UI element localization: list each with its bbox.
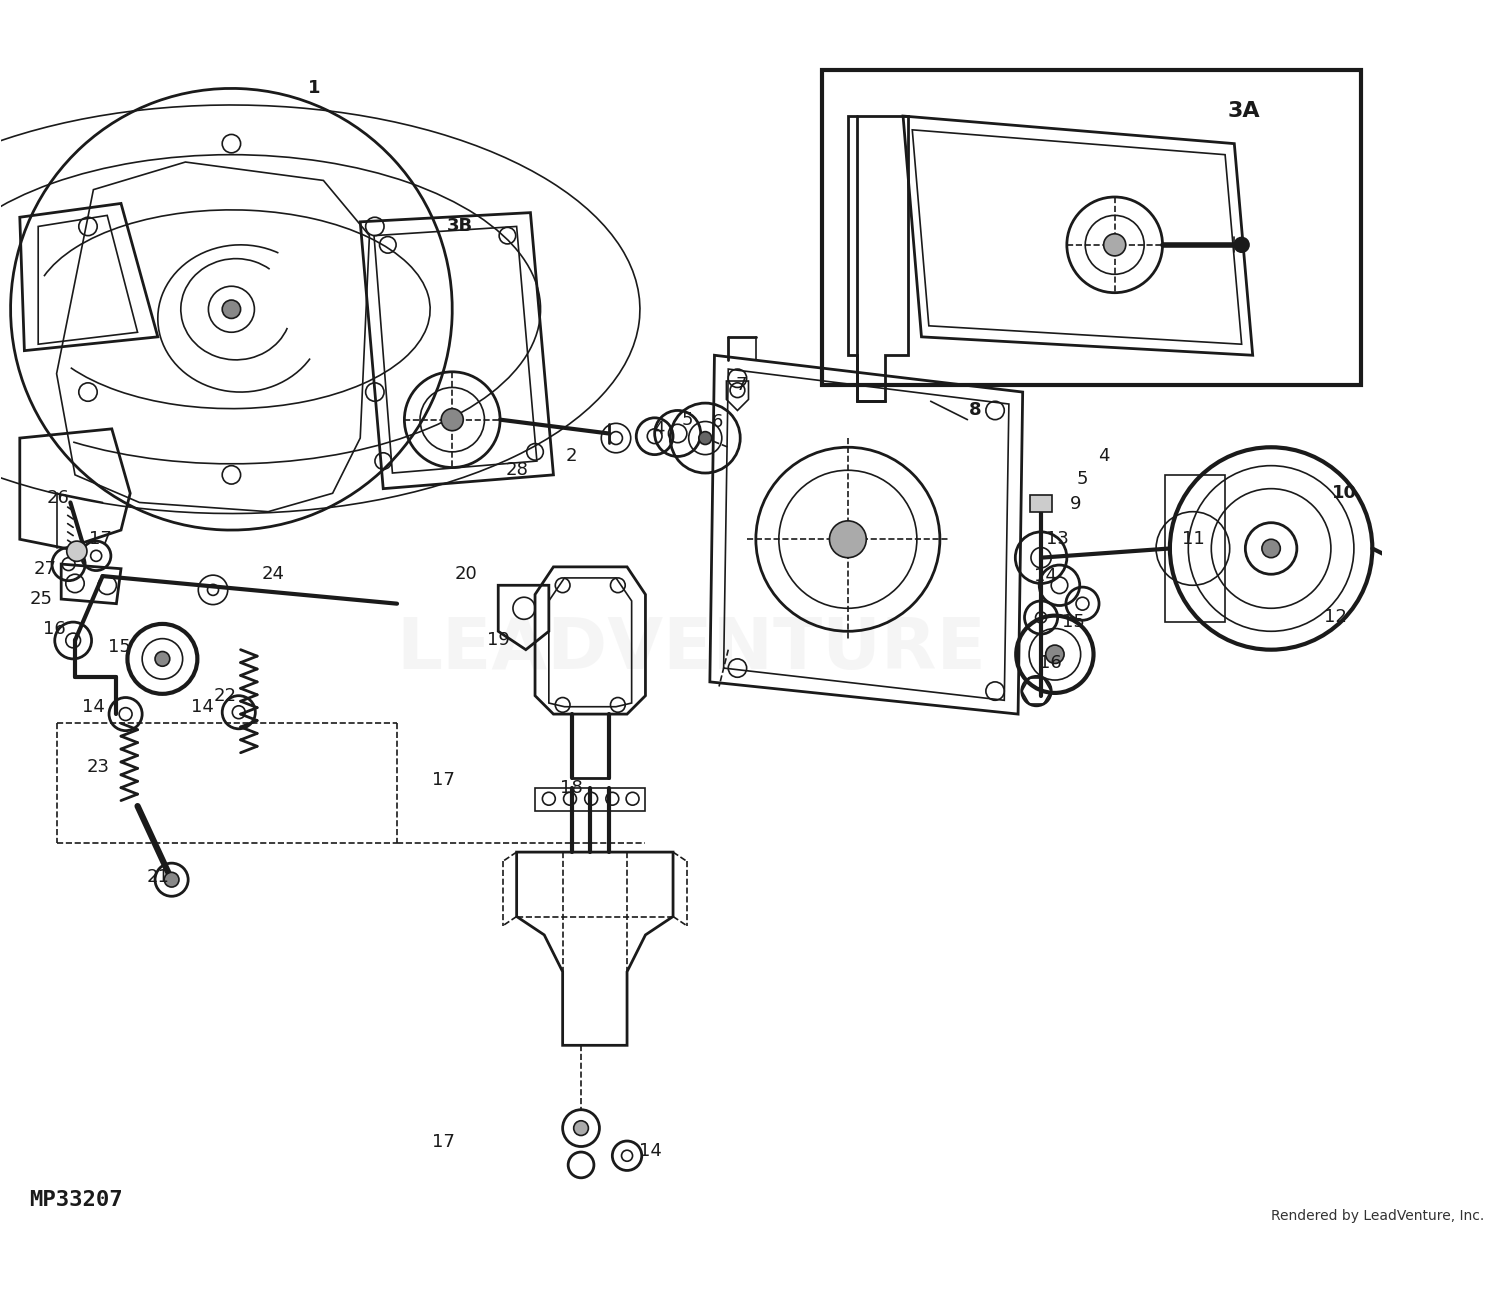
Text: 17: 17 (432, 771, 454, 789)
Text: 14: 14 (82, 698, 105, 716)
Circle shape (699, 432, 711, 444)
Text: 16: 16 (1040, 655, 1062, 672)
Polygon shape (1404, 558, 1432, 590)
Text: 4: 4 (1098, 447, 1110, 465)
Bar (822, 70, 1362, 385)
Text: 4: 4 (654, 420, 664, 438)
Circle shape (154, 651, 170, 667)
Text: 21: 21 (147, 868, 170, 886)
Circle shape (164, 872, 178, 888)
Text: 2: 2 (566, 447, 578, 465)
Polygon shape (1030, 495, 1051, 512)
Circle shape (1104, 234, 1125, 256)
Text: 12: 12 (1324, 609, 1347, 627)
Text: 14: 14 (1034, 567, 1058, 585)
Text: 22: 22 (213, 686, 237, 704)
Text: 3B: 3B (447, 217, 472, 235)
Text: Rendered by LeadVenture, Inc.: Rendered by LeadVenture, Inc. (1270, 1208, 1485, 1222)
Text: 13: 13 (1046, 530, 1070, 548)
Circle shape (573, 1120, 588, 1136)
Circle shape (1046, 645, 1064, 664)
Text: 28: 28 (506, 461, 528, 479)
Text: 17: 17 (90, 530, 112, 548)
Text: 9: 9 (1071, 495, 1082, 513)
Text: 27: 27 (33, 559, 56, 578)
Text: 15: 15 (1062, 614, 1084, 630)
Text: 14: 14 (639, 1142, 662, 1160)
Circle shape (1234, 238, 1250, 252)
Text: 5: 5 (1077, 470, 1088, 488)
Text: 11: 11 (1182, 530, 1204, 548)
Text: 19: 19 (488, 632, 510, 650)
Text: MP33207: MP33207 (28, 1190, 123, 1209)
Text: 16: 16 (44, 620, 66, 638)
Text: 25: 25 (30, 590, 52, 609)
Circle shape (441, 408, 464, 430)
Text: LEADVENTURE: LEADVENTURE (396, 615, 987, 685)
Text: 15: 15 (108, 638, 130, 656)
Circle shape (1262, 539, 1281, 558)
Text: 14: 14 (190, 698, 213, 716)
Bar (536, 788, 645, 810)
Text: 8: 8 (969, 402, 981, 420)
Text: 6: 6 (711, 412, 723, 430)
Text: 18: 18 (561, 779, 584, 797)
Text: 23: 23 (87, 758, 109, 776)
Text: 10: 10 (1332, 484, 1358, 503)
Text: 3A: 3A (1227, 102, 1260, 121)
Text: 7: 7 (735, 376, 747, 394)
Circle shape (830, 521, 867, 558)
Text: 5: 5 (681, 411, 693, 429)
Text: 20: 20 (454, 565, 477, 583)
Text: 26: 26 (46, 488, 70, 506)
Circle shape (222, 300, 240, 318)
Text: 24: 24 (261, 565, 285, 583)
Text: 1: 1 (308, 79, 321, 97)
Circle shape (66, 541, 87, 561)
Text: 17: 17 (432, 1133, 454, 1151)
